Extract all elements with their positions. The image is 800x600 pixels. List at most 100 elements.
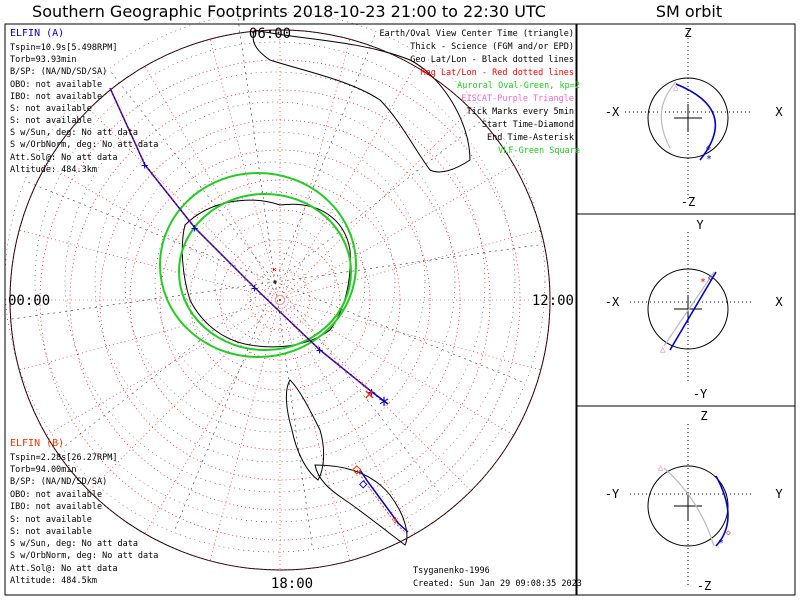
probe-b-line: S w/Sun, deg: No att data [10, 539, 138, 549]
probe-a-line: Altitude: 484.3km [10, 165, 97, 175]
sm-earth-circle [647, 465, 729, 547]
lt-label-top: 06:00 [249, 26, 291, 42]
mag-lon-line [209, 299, 281, 561]
sm-axis-top: Z [700, 409, 707, 423]
sm-orbit-title: SM orbit [655, 2, 723, 21]
probe-b-line: Torb=94.00min [10, 465, 77, 475]
probe-a-line: S w/Sun, deg: No att data [10, 128, 138, 138]
probe-b-line: Att.Sol@: No att data [10, 564, 117, 574]
probe-a-line: S: not available [10, 104, 92, 114]
legend-entry: End Time-Asterisk [487, 133, 574, 143]
mag-lon-line [144, 299, 281, 534]
geo-lat-ring [154, 161, 396, 403]
legend: Earth/Oval View Center Time (triangle) T… [380, 29, 580, 156]
sm-diamond-marker: ◇ [706, 143, 711, 152]
sm-axis-right: X [775, 295, 783, 309]
landmass-south-america-tip [285, 379, 325, 481]
lt-label-left: 00:00 [8, 293, 50, 309]
probe-a-line: IBO: not available [10, 92, 102, 102]
sm-axis-left: -X [605, 295, 620, 309]
probe-a-line: Torb=93.93min [10, 55, 77, 65]
mag-lat-ring [249, 269, 311, 331]
probe-b-line: Altitude: 484.5km [10, 576, 97, 586]
legend-entry: Start Time-Diamond [482, 120, 574, 130]
legend-entry: VLF-Green Square [498, 146, 580, 156]
probe-b-line: OBO: not available [10, 490, 102, 500]
mag-lon-line [279, 39, 351, 301]
sm-panel-frame-1 [576, 23, 796, 215]
lt-label-bottom: 18:00 [271, 576, 313, 592]
mag-lon-line [144, 66, 281, 301]
mag-lat-ring [129, 149, 431, 451]
legend-entry: Auroral Oval-Green, kp=2 [457, 81, 580, 91]
sm-triangle-marker: △ [660, 345, 666, 355]
legend-entry: Tick Marks every 5min [467, 107, 574, 117]
mag-lat-ring [9, 29, 551, 571]
probe-b-line: B/SP: (NA/ND/SD/SA) [10, 477, 107, 487]
sm-panel-frame-2 [576, 213, 796, 407]
elfin-a-tick: + [141, 158, 148, 172]
probe-a-label: ELFIN (A) [10, 28, 64, 39]
sm-orbit-xy: * ◇ △ Y -Y -X X [605, 218, 784, 401]
mag-lon-line [279, 299, 514, 436]
probe-a-line: S: not available [10, 116, 92, 126]
mag-lon-line [279, 164, 514, 301]
geo-lat-ring [34, 41, 516, 523]
sm-orbit-b-trace [663, 467, 715, 547]
probe-b-line: Tspin=2.28s[26.27RPM] [10, 453, 117, 463]
probe-a-line: S w/OrbNorm, deg: No att data [10, 140, 158, 150]
probe-b-line: S: not available [10, 515, 92, 525]
sm-end-marker: * [706, 154, 712, 165]
mag-lat-ring [189, 209, 371, 391]
elfin-a-tick: + [191, 221, 198, 235]
sm-axis-left: -X [605, 105, 620, 119]
mag-lon-line [46, 164, 281, 301]
elfin-a-end-marker: × [364, 384, 375, 405]
main-title: Southern Geographic Footprints 2018-10-2… [32, 2, 546, 21]
geo-lat-ring [124, 131, 426, 433]
sm-diamond-marker: ◇ [708, 273, 713, 282]
elfin-a-tick: + [316, 343, 323, 357]
legend-entry: Thick - Science (FGM and/or EPD) [410, 42, 574, 52]
legend-entry: Mag Lat/Lon - Red dotted lines [420, 68, 574, 78]
mag-lon-line [19, 299, 281, 371]
elfin-a-end-asterisk: * [378, 393, 390, 417]
mag-lat-ring [69, 89, 491, 511]
sm-diamond-marker: ◇ [726, 528, 731, 537]
created-label: Created: Sun Jan 29 09:08:35 2023 [413, 579, 582, 589]
sm-orbit-a-trace [669, 271, 717, 351]
geo-lat-ring [94, 101, 456, 463]
legend-entry: EISCAT-Purple Triangle [461, 94, 574, 104]
sm-axis-left: -Y [605, 487, 620, 501]
sm-axis-top: Y [696, 218, 704, 232]
probe-b-line: S w/OrbNorm, deg: No att data [10, 551, 158, 561]
sm-axis-bottom: -Y [693, 387, 708, 401]
elfin-b-end-marker: * [392, 515, 399, 529]
probe-a-line: Tspin=10.9s[5.498RPM] [10, 43, 117, 53]
sm-axis-top: Z [684, 26, 691, 40]
probe-b-info: ELFIN (B) Tspin=2.28s[26.27RPM] Torb=94.… [10, 438, 158, 586]
sm-axis-right: X [775, 105, 783, 119]
elfin-a-tick: + [251, 281, 258, 295]
mag-lon-line [209, 39, 281, 301]
mag-lon-line [88, 299, 281, 492]
sm-orbit-a-trace [675, 83, 717, 161]
probe-a-line: B/SP: (NA/ND/SD/SA) [10, 67, 107, 77]
geo-lat-ring [64, 71, 486, 493]
probe-b-line: S: not available [10, 527, 92, 537]
sm-earth-circle [647, 77, 729, 159]
sm-triangle-marker: △ [658, 463, 664, 473]
geo-lat-ring [244, 251, 306, 313]
legend-entry: Geo Lat/Lon - Black dotted lines [410, 55, 574, 65]
sm-orbit-a-trace [715, 475, 729, 547]
geo-lat-ring [184, 191, 366, 373]
probe-b-label: ELFIN (B) [10, 438, 64, 449]
sm-end-marker: * [700, 277, 706, 288]
geo-lat-ring [4, 11, 546, 553]
probe-a-line: OBO: not available [10, 80, 102, 90]
mag-lon-line [279, 299, 541, 371]
mag-lon-line [279, 229, 541, 301]
probe-a-line: Att.Sol@: No att data [10, 153, 117, 163]
map-frame [4, 23, 577, 596]
